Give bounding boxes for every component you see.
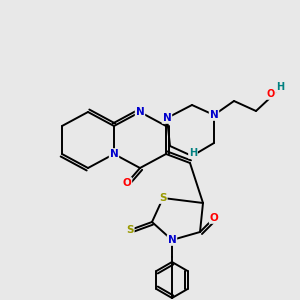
Text: H: H [276,82,284,92]
Text: O: O [123,178,131,188]
Text: O: O [267,89,275,99]
Text: S: S [159,193,167,203]
Text: O: O [210,213,218,223]
Text: N: N [110,149,118,159]
Text: H: H [189,148,197,158]
Text: N: N [168,235,176,245]
Text: N: N [163,113,171,123]
Text: N: N [136,107,144,117]
Text: S: S [126,225,134,235]
Text: N: N [210,110,218,120]
